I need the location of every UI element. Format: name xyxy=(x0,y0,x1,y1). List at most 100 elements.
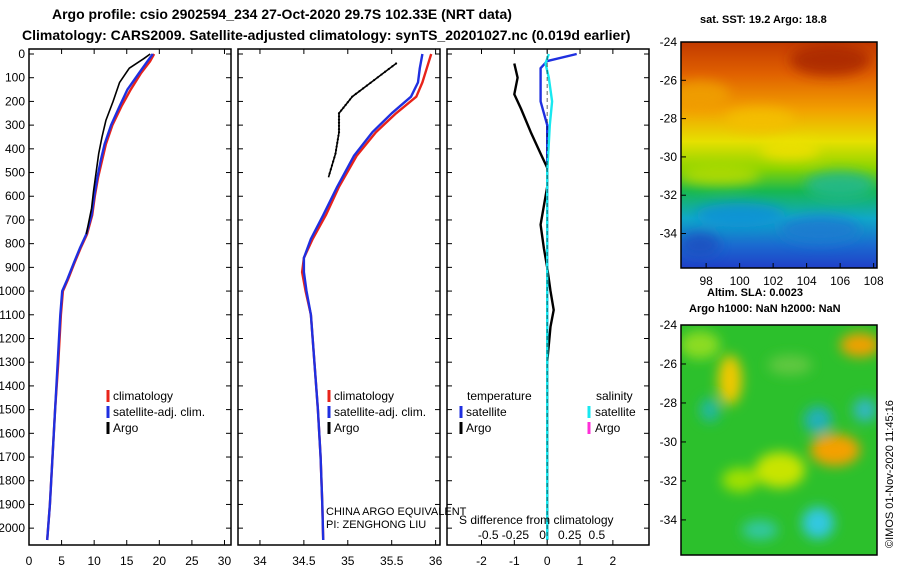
argo-dot xyxy=(387,67,390,71)
sst-x-tick-label: 106 xyxy=(830,274,850,288)
series-temperature-argo xyxy=(513,63,555,540)
sst-y-axis: -24 -26 -28 -30 -32 -34 xyxy=(660,35,686,241)
x-tick-label: 0 xyxy=(544,554,551,568)
legend-sal-argo-label: Argo xyxy=(595,421,621,435)
annotation-china-argo: CHINA ARGO EQUIVALENT xyxy=(326,506,467,518)
legend-satellite-label: satellite-adj. clim. xyxy=(113,405,205,419)
depth-tick-label: 800 xyxy=(5,237,25,251)
sst-y-tick-label: -24 xyxy=(660,35,678,49)
x-tick-label: 35 xyxy=(341,554,355,568)
depth-tick-label: 1200 xyxy=(0,331,25,345)
argo-dot xyxy=(336,138,339,141)
temperature-panel-frame xyxy=(28,48,232,546)
sla-map xyxy=(681,325,877,555)
sla-y-tick-label: -34 xyxy=(660,513,678,527)
legend-temperature-title: temperature xyxy=(467,389,532,403)
x-tick-label: 20 xyxy=(153,554,167,568)
argo-dot xyxy=(340,109,343,112)
argo-dot xyxy=(337,134,340,137)
argo-dot xyxy=(332,160,335,163)
sla-y-axis: -24 -26 -28 -30 -32 -34 xyxy=(660,318,686,527)
argo-dot xyxy=(342,106,345,109)
x-tick-label: -2 xyxy=(476,554,487,568)
salinity-x-axis: 34 34.5 35 35.5 36 xyxy=(253,49,443,568)
difference-legend: temperature salinity satellite Argo sate… xyxy=(459,389,636,527)
x-tick-label: -1 xyxy=(509,554,520,568)
x-tick-label: 2 xyxy=(610,554,617,568)
argo-dot xyxy=(337,118,341,121)
depth-tick-label: 1900 xyxy=(0,497,25,511)
argo-dot xyxy=(337,121,341,124)
argo-dot xyxy=(337,127,341,131)
header-line2: Climatology: CARS2009. Satellite-adjuste… xyxy=(22,27,630,43)
legend-satellite-label: satellite-adj. clim. xyxy=(334,405,426,419)
series-argo xyxy=(85,53,151,235)
difference-x-axis: -2 -1 0 1 2 -0.5 -0.25 0 0.25 0.5 xyxy=(476,49,617,568)
legend-temp-argo-label: Argo xyxy=(466,421,492,435)
argo-dot xyxy=(329,168,332,171)
salinity-series xyxy=(300,53,433,541)
temperature-x-axis: 0 5 10 15 20 25 30 xyxy=(26,49,232,568)
argo-dot xyxy=(354,92,357,96)
depth-axis: 0 100 200 300 400 500 600 700 800 900 1000 1100 1200… xyxy=(0,47,649,535)
footer-credit: ©IMOS 01-Nov-2020 11:45:16 xyxy=(884,400,896,548)
argo-dot xyxy=(380,73,383,76)
header-line1: Argo profile: csio 2902594_234 27-Oct-20… xyxy=(52,6,512,22)
argo-dot xyxy=(365,84,368,87)
argo-dot xyxy=(328,172,331,175)
argo-dot xyxy=(346,101,349,104)
argo-dot xyxy=(351,95,354,98)
sst-x-tick-label: 104 xyxy=(797,274,817,288)
x-tick-label: 34 xyxy=(253,554,267,568)
argo-dot xyxy=(336,141,339,145)
legend-argo-label: Argo xyxy=(113,421,139,435)
x-tick-label: 36 xyxy=(429,554,443,568)
x-tick-label: 5 xyxy=(58,554,65,568)
legend-climatology-label: climatology xyxy=(334,389,394,403)
s-diff-tick-label: -0.5 xyxy=(478,528,499,542)
x-tick-label: 30 xyxy=(218,554,232,568)
difference-panel-frame xyxy=(446,48,650,546)
argo-dot xyxy=(344,103,347,107)
legend-salinity-title: salinity xyxy=(596,389,633,403)
sla-y-tick-label: -28 xyxy=(660,396,678,410)
depth-tick-label: 1400 xyxy=(0,379,25,393)
sst-y-tick-label: -28 xyxy=(660,112,678,126)
argo-dot xyxy=(384,70,387,73)
argo-dot xyxy=(376,76,379,79)
temperature-series xyxy=(46,53,156,541)
s-diff-tick-label: -0.25 xyxy=(502,528,530,542)
depth-tick-label: 2000 xyxy=(0,521,25,535)
salinity-legend: climatology satellite-adj. clim. Argo CH… xyxy=(326,389,467,531)
x-tick-label: 1 xyxy=(577,554,584,568)
sst-title: sat. SST: 19.2 Argo: 18.8 xyxy=(700,14,827,26)
x-tick-label: 35.5 xyxy=(380,554,404,568)
depth-tick-label: 1100 xyxy=(0,308,25,322)
depth-tick-label: 1800 xyxy=(0,474,25,488)
argo-dot xyxy=(337,115,341,118)
series-climatology xyxy=(46,53,156,541)
argo-dot xyxy=(394,62,398,65)
argo-dot xyxy=(362,87,365,90)
argo-dot xyxy=(337,124,341,128)
x-tick-label: 25 xyxy=(185,554,199,568)
x-tick-label: 34.5 xyxy=(292,554,316,568)
sst-y-tick-label: -30 xyxy=(660,150,678,164)
argo-dot xyxy=(391,65,394,68)
x-tick-label: 0 xyxy=(26,554,33,568)
depth-tick-label: 1300 xyxy=(0,355,25,369)
sst-x-tick-label: 108 xyxy=(864,274,884,288)
legend-temp-satellite-label: satellite xyxy=(466,405,507,419)
depth-tick-label: 100 xyxy=(5,71,25,85)
argo-dot xyxy=(333,156,336,159)
s-diff-tick-label: 0 xyxy=(539,528,546,542)
depth-tick-label: 700 xyxy=(5,213,25,227)
sst-y-tick-label: -32 xyxy=(660,188,678,202)
argo-dot xyxy=(337,131,341,134)
difference-series xyxy=(513,49,577,545)
sla-y-tick-label: -32 xyxy=(660,474,678,488)
s-diff-tick-label: 0.5 xyxy=(589,528,606,542)
depth-tick-label: 600 xyxy=(5,189,25,203)
sst-map xyxy=(681,42,877,268)
